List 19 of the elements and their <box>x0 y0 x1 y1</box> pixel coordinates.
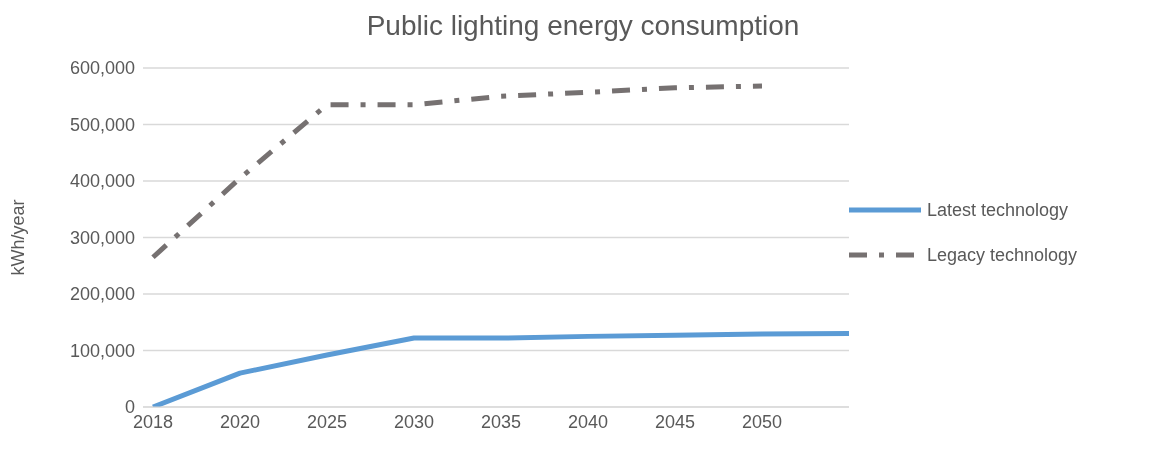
legend-label: Latest technology <box>927 199 1069 221</box>
x-tick-label: 2050 <box>741 411 783 432</box>
y-tick-label: 0 <box>124 397 135 418</box>
y-tick-label: 200,000 <box>69 284 135 305</box>
chart-title: Public lighting energy consumption <box>365 10 801 42</box>
y-tick-label: 300,000 <box>69 227 135 248</box>
y-tick-label: 400,000 <box>69 171 135 192</box>
x-tick-label: 2025 <box>306 411 348 432</box>
legend-label: Legacy technology <box>927 244 1078 266</box>
x-tick-label: 2030 <box>393 411 435 432</box>
y-tick-label: 100,000 <box>69 340 135 361</box>
x-tick-label: 2045 <box>654 411 696 432</box>
x-tick-label: 2020 <box>219 411 261 432</box>
y-tick-label: 600,000 <box>69 58 135 79</box>
x-tick-label: 2035 <box>480 411 522 432</box>
x-tick-label: 2040 <box>567 411 609 432</box>
y-axis-title: kWh/year <box>8 199 29 276</box>
y-tick-label: 500,000 <box>69 114 135 135</box>
x-tick-label: 2018 <box>132 411 174 432</box>
